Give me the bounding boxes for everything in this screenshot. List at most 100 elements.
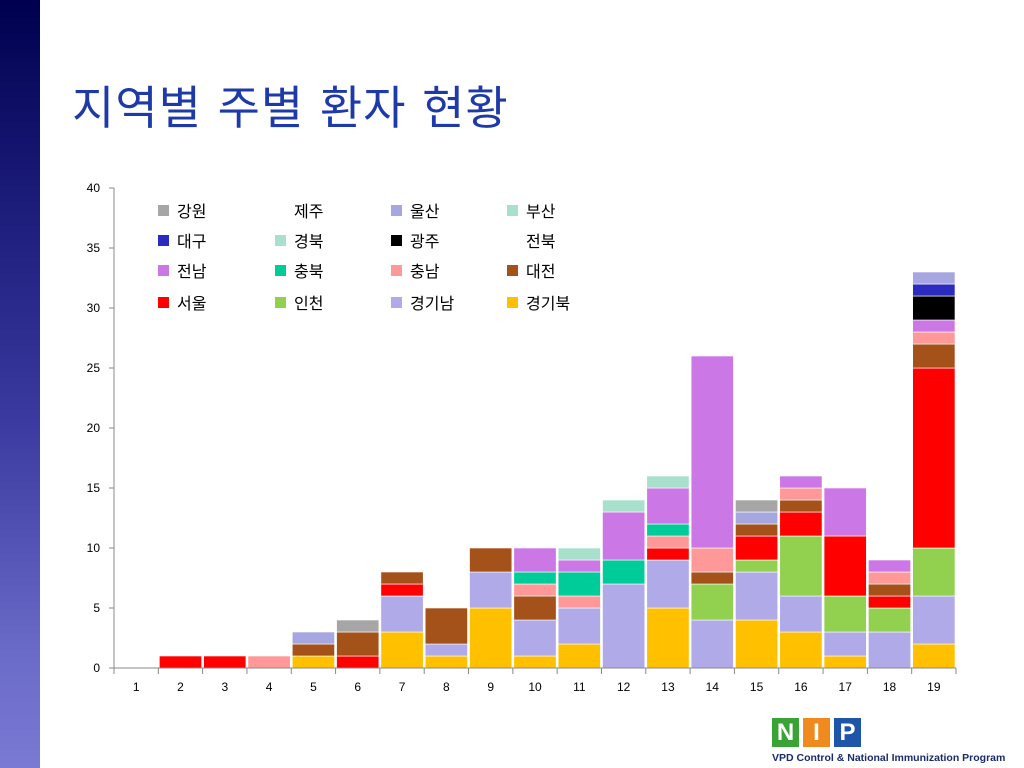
bar-segment-인천-18 (868, 607, 911, 633)
legend-swatch-대전 (507, 265, 518, 276)
bar-segment-경기남-10 (513, 619, 557, 657)
legend-label-경북: 경북 (294, 232, 323, 251)
legend-item-대구: 대구 (158, 232, 206, 251)
legend-swatch-인천 (275, 297, 286, 308)
bar-segment-대전-5 (291, 643, 335, 657)
bar-segment-전남-14 (690, 355, 734, 549)
bar-segment-대전-9 (469, 547, 513, 573)
bar-segment-인천-16 (779, 535, 823, 597)
x-tick-label-9: 9 (487, 680, 494, 694)
bar-segment-서울-3 (203, 655, 247, 669)
x-tick-label-10: 10 (528, 680, 542, 694)
bar-segment-인천-15 (735, 559, 779, 573)
bar-segment-경기남-14 (690, 619, 734, 669)
bar-segment-강원-6 (336, 619, 380, 633)
legend-label-부산: 부산 (526, 202, 556, 221)
legend-item-충북: 충북 (275, 262, 323, 281)
bar-segment-대구-19 (912, 283, 956, 297)
bar-segment-서울-16 (779, 511, 823, 537)
legend-label-울산: 울산 (410, 202, 440, 221)
legend-item-경북: 경북 (275, 232, 323, 251)
bar-segment-서울-17 (823, 535, 867, 597)
x-tick-label-12: 12 (617, 680, 631, 694)
bar-segment-대전-15 (735, 523, 779, 537)
bar-segment-대전-6 (336, 631, 380, 657)
bar-segment-충북-10 (513, 571, 557, 585)
bar-segment-경기북-9 (469, 607, 513, 669)
legend-swatch-서울 (158, 297, 169, 308)
bar-segment-울산-5 (291, 631, 335, 645)
bar-segment-충남-16 (779, 487, 823, 501)
bar-segment-충남-11 (557, 595, 601, 609)
bar-segment-전남-18 (868, 559, 911, 573)
bar-segment-경기남-13 (646, 559, 690, 609)
legend-item-서울: 서울 (158, 294, 206, 313)
bar-segment-광주-19 (912, 295, 956, 321)
legend-item-경기북: 경기북 (507, 294, 570, 313)
bar-segment-경기북-10 (513, 655, 557, 669)
bar-segment-전남-17 (823, 487, 867, 537)
x-tick-label-15: 15 (750, 680, 764, 694)
logo-tagline: VPD Control & National Immunization Prog… (772, 752, 1006, 764)
legend-item-전남: 전남 (158, 262, 207, 281)
bar-segment-충북-13 (646, 523, 690, 537)
bar-segment-경북-13 (646, 475, 690, 489)
x-tick-label-13: 13 (661, 680, 675, 694)
x-tick-label-7: 7 (399, 680, 406, 694)
bar-segment-경기북-17 (823, 655, 867, 669)
bar-segment-전남-16 (779, 475, 823, 489)
legend-swatch-경기북 (507, 297, 518, 308)
legend-item-부산: 부산 (507, 202, 556, 221)
bar-segment-경기남-15 (735, 571, 779, 621)
x-tick-label-3: 3 (221, 680, 228, 694)
bar-segment-경기남-7 (380, 595, 424, 633)
bar-segment-전남-12 (602, 511, 646, 561)
legend-swatch-대구 (158, 235, 169, 246)
bar-segment-인천-14 (690, 583, 734, 621)
y-tick-label-15: 15 (87, 481, 101, 495)
legend-item-광주: 광주 (391, 232, 439, 251)
legend-item-경기남: 경기남 (391, 294, 454, 313)
x-tick-label-6: 6 (354, 680, 361, 694)
bar-segment-대전-14 (690, 571, 734, 585)
bar-segment-강원-15 (735, 499, 779, 513)
legend-label-전북: 전북 (526, 232, 555, 251)
legend-item-울산: 울산 (391, 202, 440, 221)
bar-segment-서울-18 (868, 595, 911, 609)
legend-label-대구: 대구 (177, 232, 206, 251)
bar-segment-경기북-7 (380, 631, 424, 669)
bar-segment-서울-2 (159, 655, 202, 669)
bar-segment-충북-11 (557, 571, 601, 597)
bar-segment-경기북-5 (291, 655, 335, 669)
bar-segment-경기북-11 (557, 643, 601, 669)
x-tick-label-5: 5 (310, 680, 317, 694)
bar-segment-경기북-19 (912, 643, 956, 669)
legend-swatch-경기남 (391, 297, 402, 308)
bar-segment-대전-18 (868, 583, 911, 597)
bar-segment-울산-15 (735, 511, 779, 525)
bar-segment-충남-10 (513, 583, 557, 597)
bar-segment-서울-15 (735, 535, 779, 561)
bar-segment-경기남-16 (779, 595, 823, 633)
side-gradient-bar (0, 0, 40, 768)
bar-segment-인천-19 (912, 547, 956, 597)
x-tick-label-16: 16 (794, 680, 808, 694)
y-tick-label-30: 30 (87, 301, 101, 315)
legend-label-제주: 제주 (294, 202, 323, 221)
bar-segment-울산-19 (912, 271, 956, 285)
bar-segment-충남-14 (690, 547, 734, 573)
legend-label-충북: 충북 (294, 262, 323, 281)
x-tick-label-2: 2 (177, 680, 184, 694)
y-tick-label-25: 25 (87, 361, 101, 375)
bar-segment-대전-16 (779, 499, 823, 513)
logo-letter-n: N (772, 718, 799, 747)
legend-label-광주: 광주 (410, 232, 439, 251)
y-tick-label-5: 5 (93, 601, 100, 615)
x-tick-label-18: 18 (883, 680, 897, 694)
y-tick-label-0: 0 (93, 661, 100, 675)
bar-segment-경기남-17 (823, 631, 867, 657)
bar-segment-경북-11 (557, 547, 601, 561)
